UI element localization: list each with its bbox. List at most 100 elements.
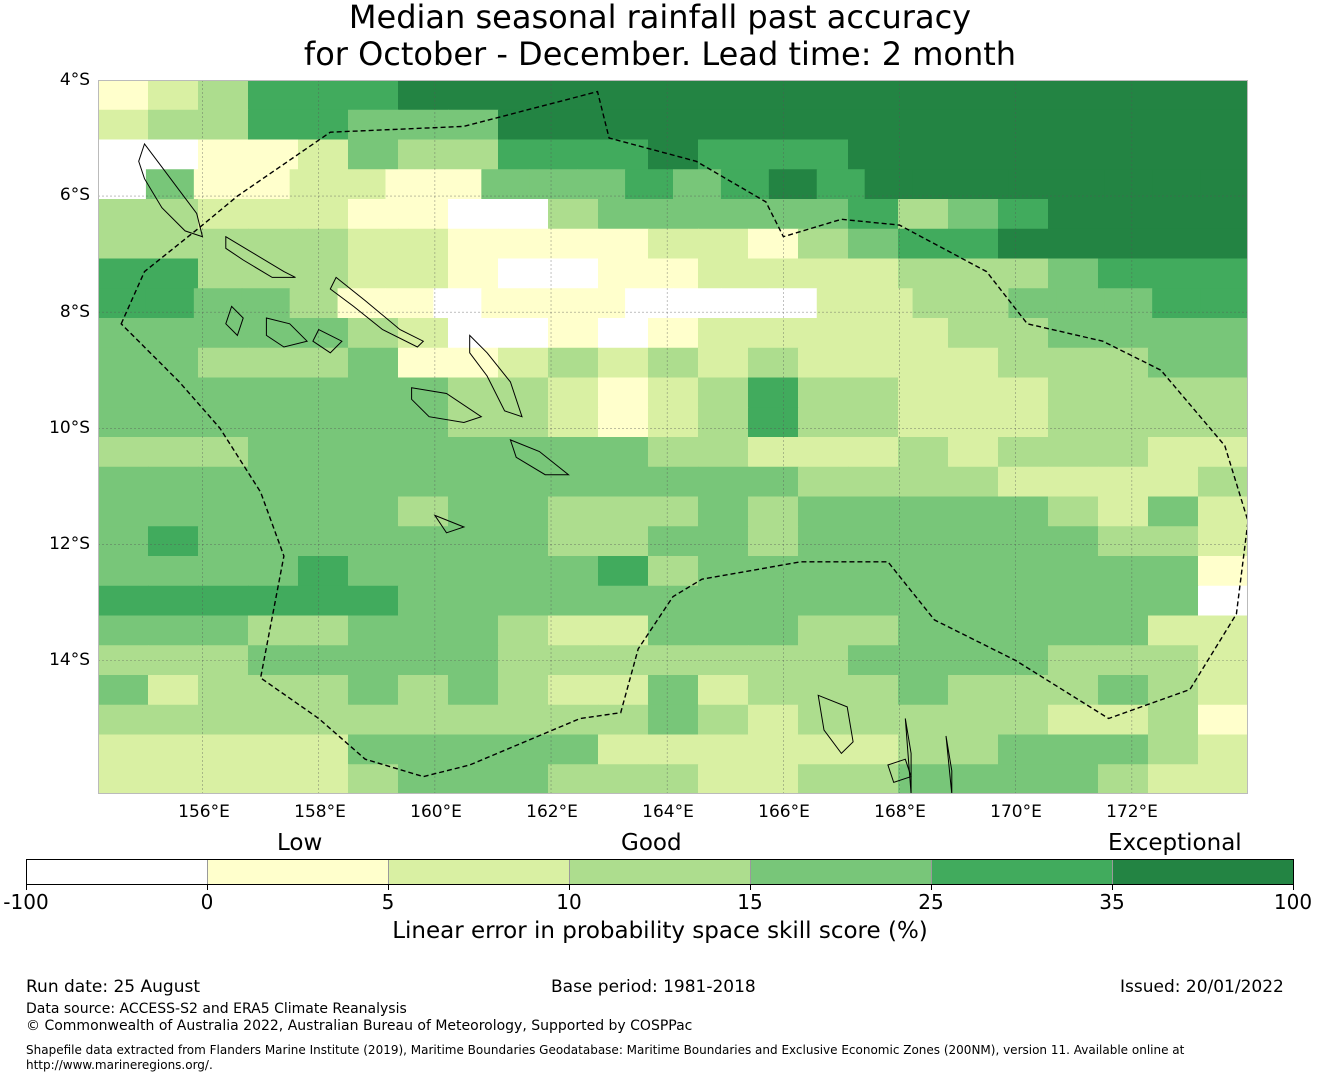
skill-cell bbox=[1098, 704, 1149, 736]
colorbar-segment-3 bbox=[570, 860, 751, 884]
skill-cell bbox=[298, 109, 349, 141]
skill-cell bbox=[1198, 80, 1248, 111]
skill-cell bbox=[948, 347, 999, 379]
skill-cell bbox=[548, 585, 599, 617]
skill-cell bbox=[1148, 585, 1199, 617]
skill-cell bbox=[198, 466, 249, 498]
skill-map-canvas bbox=[98, 80, 1248, 794]
skill-cell bbox=[348, 80, 399, 111]
skill-cell bbox=[1198, 585, 1248, 617]
skill-cell bbox=[148, 407, 199, 438]
skill-cell bbox=[798, 258, 849, 289]
skill-cell bbox=[198, 228, 249, 260]
lon-label-172e: 172°E bbox=[1106, 802, 1158, 822]
skill-cell bbox=[433, 169, 482, 200]
skill-cell bbox=[948, 80, 999, 111]
skill-cell bbox=[448, 585, 499, 617]
skill-cell bbox=[598, 199, 649, 230]
skill-cell bbox=[948, 556, 999, 587]
skill-cell bbox=[898, 377, 949, 408]
shapefile-credit-line2: http://www.marineregions.org/. bbox=[26, 1058, 213, 1072]
colorbar bbox=[26, 859, 1294, 885]
skill-cell bbox=[848, 437, 899, 468]
skill-cell bbox=[798, 437, 849, 468]
skill-cell bbox=[648, 734, 699, 765]
skill-cell bbox=[98, 615, 149, 646]
skill-cell bbox=[1008, 169, 1057, 200]
skill-cell bbox=[698, 318, 749, 349]
skill-cell bbox=[148, 496, 199, 527]
skill-cell bbox=[1198, 734, 1248, 765]
category-exceptional: Exceptional bbox=[1108, 830, 1242, 856]
chart-title-line1: Median seasonal rainfall past accuracy bbox=[348, 0, 972, 36]
skill-cell bbox=[198, 199, 249, 230]
lon-label-156e: 156°E bbox=[178, 802, 230, 822]
skill-cell bbox=[498, 675, 549, 706]
colorbar-segment-2 bbox=[389, 860, 570, 884]
skill-cell bbox=[848, 318, 899, 349]
skill-cell bbox=[548, 377, 599, 408]
skill-cell bbox=[481, 288, 530, 319]
skill-cell bbox=[848, 466, 899, 498]
skill-cell bbox=[748, 704, 799, 736]
skill-cell bbox=[148, 347, 199, 379]
skill-cell bbox=[1148, 526, 1199, 557]
skill-cell bbox=[248, 377, 299, 408]
skill-cell bbox=[548, 556, 599, 587]
skill-cell bbox=[148, 377, 199, 408]
skill-cell bbox=[598, 675, 649, 706]
skill-cell bbox=[577, 169, 626, 200]
skill-cell bbox=[1148, 199, 1199, 230]
skill-cell bbox=[648, 556, 699, 587]
skill-cell bbox=[548, 258, 599, 289]
skill-cell bbox=[798, 764, 849, 794]
skill-cell bbox=[98, 704, 149, 736]
skill-cell bbox=[298, 466, 349, 498]
colorbar-tick-label: 25 bbox=[918, 890, 944, 914]
skill-cell bbox=[498, 585, 549, 617]
skill-cell bbox=[148, 764, 199, 794]
island-outline bbox=[138, 142, 204, 238]
skill-cell bbox=[998, 199, 1049, 230]
skill-cell bbox=[648, 377, 699, 408]
shapefile-credit-line1: Shapefile data extracted from Flanders M… bbox=[26, 1043, 1185, 1057]
skill-cell bbox=[1148, 704, 1199, 736]
skill-cell bbox=[648, 80, 699, 111]
colorbar-tick-label: 15 bbox=[737, 890, 763, 914]
skill-cell bbox=[848, 496, 899, 527]
skill-cell bbox=[748, 228, 799, 260]
skill-cell bbox=[648, 704, 699, 736]
skill-cell bbox=[948, 377, 999, 408]
skill-cell bbox=[998, 704, 1049, 736]
skill-cell bbox=[748, 675, 799, 706]
skill-cell bbox=[648, 228, 699, 260]
lat-label-14s: 14°S bbox=[49, 650, 90, 670]
skill-cell bbox=[998, 556, 1049, 587]
skill-cell bbox=[698, 437, 749, 468]
skill-cell bbox=[948, 228, 999, 260]
skill-cell bbox=[648, 199, 699, 230]
skill-cell bbox=[148, 258, 199, 289]
skill-cell bbox=[198, 80, 249, 111]
skill-cell bbox=[248, 466, 299, 498]
skill-cell bbox=[1148, 466, 1199, 498]
island-outline bbox=[411, 387, 483, 424]
skill-cell bbox=[448, 615, 499, 646]
skill-cell bbox=[548, 466, 599, 498]
skill-cell bbox=[1200, 169, 1248, 200]
skill-cell bbox=[148, 675, 199, 706]
eez-boundary bbox=[120, 90, 1248, 778]
skill-cell bbox=[98, 199, 149, 230]
skill-cell bbox=[1148, 318, 1199, 349]
skill-cell bbox=[248, 437, 299, 468]
skill-cell bbox=[948, 407, 999, 438]
skill-cell bbox=[481, 169, 530, 200]
skill-cell bbox=[1200, 288, 1248, 319]
skill-cell bbox=[898, 80, 949, 111]
skill-cell bbox=[248, 615, 299, 646]
skill-cell bbox=[998, 318, 1049, 349]
skill-cell bbox=[1148, 764, 1199, 794]
skill-cell bbox=[98, 437, 149, 468]
lon-label-168e: 168°E bbox=[874, 802, 926, 822]
skill-cell bbox=[298, 199, 349, 230]
